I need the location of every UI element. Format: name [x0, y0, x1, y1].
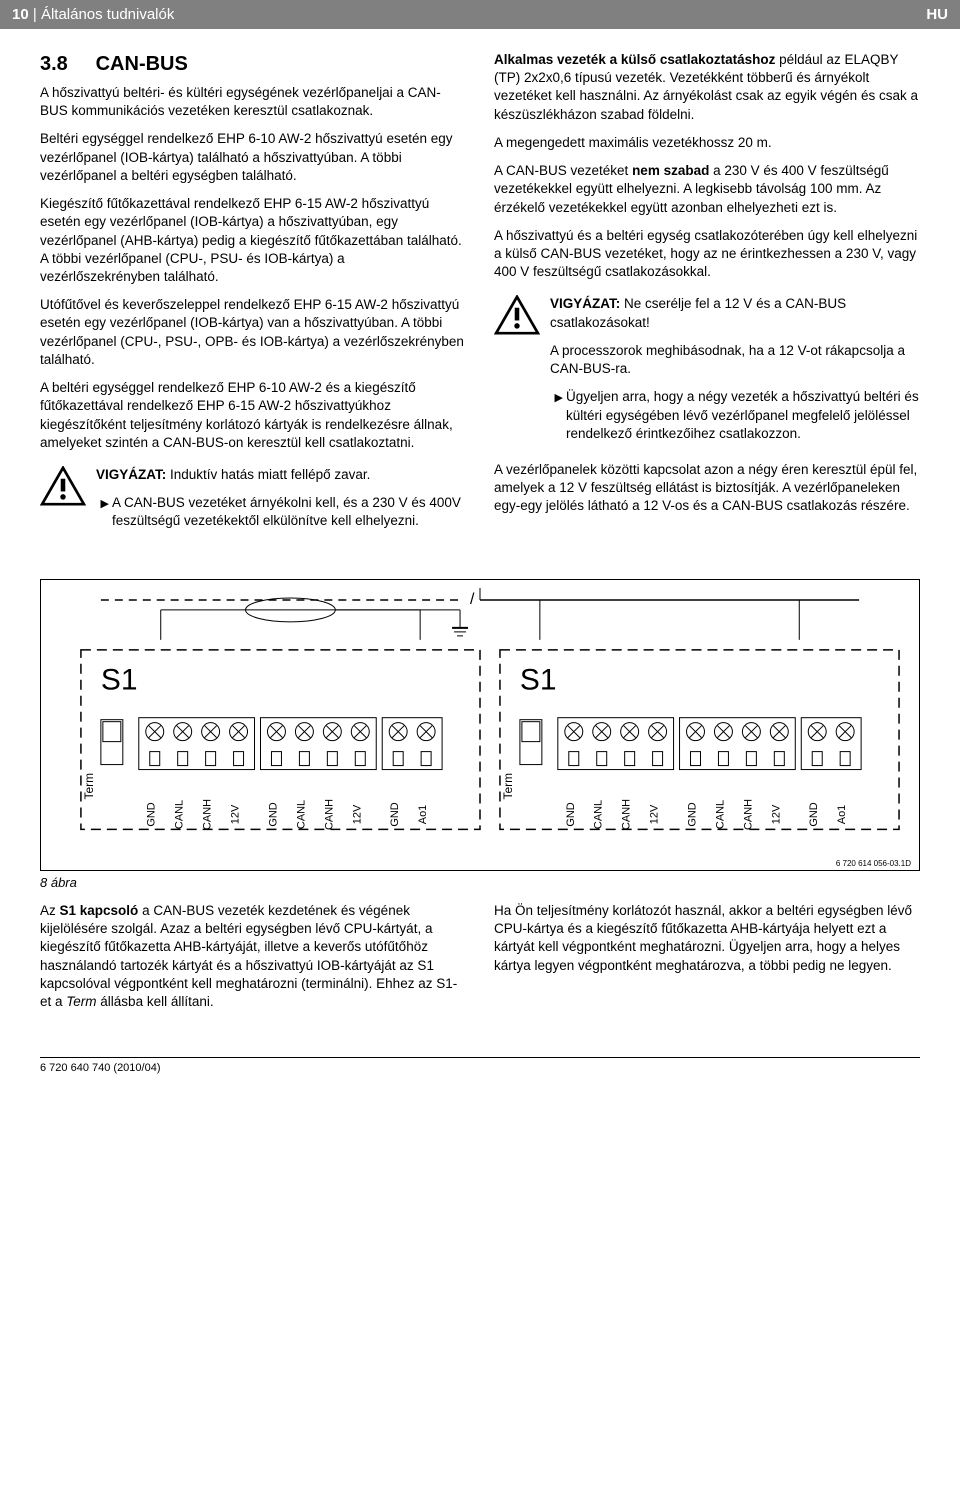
- svg-text:12V: 12V: [230, 804, 242, 824]
- para: Alkalmas vezeték a külső csatlakoztatásh…: [494, 51, 920, 124]
- warning-text: VIGYÁZAT: Ne cserélje fel a 12 V és a CA…: [550, 295, 920, 331]
- bottom-left: Az S1 kapcsoló a CAN-BUS vezeték kezdeté…: [40, 902, 466, 1021]
- page-number: 10: [12, 6, 29, 23]
- svg-text:CANH: CANH: [621, 798, 633, 829]
- heading-text: CAN-BUS: [96, 53, 188, 75]
- svg-text:12V: 12V: [649, 804, 661, 824]
- para: Kiegészítő fűtőkazettával rendelkező EHP…: [40, 195, 466, 286]
- svg-text:GND: GND: [267, 802, 279, 826]
- svg-text:GND: GND: [389, 802, 401, 826]
- term-label: Term: [82, 772, 96, 799]
- warning-text: VIGYÁZAT: Induktív hatás miatt fellépő z…: [96, 466, 466, 484]
- left-column: 3.8 CAN-BUS A hőszivattyú beltéri- és kü…: [40, 51, 466, 549]
- s1-label: S1: [520, 663, 557, 696]
- svg-text:Ao1: Ao1: [417, 804, 429, 824]
- warning-box: VIGYÁZAT: Ne cserélje fel a 12 V és a CA…: [494, 291, 920, 451]
- svg-text:CANL: CANL: [714, 799, 726, 828]
- svg-text:GND: GND: [687, 802, 699, 826]
- para: A megengedett maximális vezetékhossz 20 …: [494, 134, 920, 152]
- heading-number: 3.8: [40, 53, 68, 75]
- warning-body: VIGYÁZAT: Induktív hatás miatt fellépő z…: [96, 466, 466, 535]
- para: A hőszivattyú beltéri- és kültéri egység…: [40, 84, 466, 120]
- para: Az S1 kapcsoló a CAN-BUS vezeték kezdeté…: [40, 902, 466, 1011]
- bottom-right: Ha Ön teljesítmény korlátozót használ, a…: [494, 902, 920, 1021]
- section-heading: 3.8 CAN-BUS: [40, 51, 466, 78]
- term-label: Term: [501, 772, 515, 799]
- svg-text:CANH: CANH: [323, 798, 335, 829]
- header-left: 10 | Általános tudnivalók: [12, 6, 174, 23]
- diagram-svg: / S1 Term GND CANL CANH 12V GND CANL CANH 12V GN…: [41, 580, 919, 859]
- svg-text:12V: 12V: [770, 804, 782, 824]
- right-column: Alkalmas vezeték a külső csatlakoztatásh…: [494, 51, 920, 549]
- para: A CAN-BUS vezetéket nem szabad a 230 V é…: [494, 162, 920, 217]
- section-title: Általános tudnivalók: [41, 6, 174, 23]
- warning-bullet: A CAN-BUS vezetéket árnyékolni kell, és …: [112, 494, 466, 530]
- svg-text:CANL: CANL: [174, 799, 186, 828]
- para: A beltéri egységgel rendelkező EHP 6-10 …: [40, 379, 466, 452]
- svg-text:Ao1: Ao1: [836, 804, 848, 824]
- svg-text:/: /: [470, 591, 475, 608]
- para: A vezérlőpanelek közötti kapcsolat azon …: [494, 461, 920, 516]
- para: Ha Ön teljesítmény korlátozót használ, a…: [494, 902, 920, 975]
- warning-bullet: Ügyeljen arra, hogy a négy vezeték a hős…: [566, 388, 920, 443]
- svg-text:GND: GND: [565, 802, 577, 826]
- para: A hőszivattyú és a beltéri egység csatla…: [494, 227, 920, 282]
- svg-text:GND: GND: [146, 802, 158, 826]
- page-footer: 6 720 640 740 (2010/04): [40, 1057, 920, 1074]
- wiring-diagram: / S1 Term GND CANL CANH 12V GND CANL CANH 12V GN…: [40, 579, 920, 871]
- svg-text:CANL: CANL: [593, 799, 605, 828]
- warning-box: VIGYÁZAT: Induktív hatás miatt fellépő z…: [40, 462, 466, 539]
- diagram-code: 6 720 614 056-03.1D: [41, 859, 919, 870]
- figure-label: 8 ábra: [40, 875, 960, 890]
- warning-body: VIGYÁZAT: Ne cserélje fel a 12 V és a CA…: [550, 295, 920, 447]
- warning-icon: [40, 466, 86, 506]
- lang-code: HU: [926, 6, 948, 23]
- svg-text:CANL: CANL: [295, 799, 307, 828]
- s1-label: S1: [101, 663, 138, 696]
- warning-text2: A processzorok meghibásodnak, ha a 12 V-…: [550, 342, 920, 378]
- para: Utófűtővel és keverőszeleppel rendelkező…: [40, 296, 466, 369]
- svg-text:CANH: CANH: [742, 798, 754, 829]
- page-header: 10 | Általános tudnivalók HU: [0, 0, 960, 29]
- svg-text:CANH: CANH: [202, 798, 214, 829]
- warning-icon: [494, 295, 540, 335]
- svg-text:GND: GND: [808, 802, 820, 826]
- para: Beltéri egységgel rendelkező EHP 6-10 AW…: [40, 130, 466, 185]
- svg-text:12V: 12V: [351, 804, 363, 824]
